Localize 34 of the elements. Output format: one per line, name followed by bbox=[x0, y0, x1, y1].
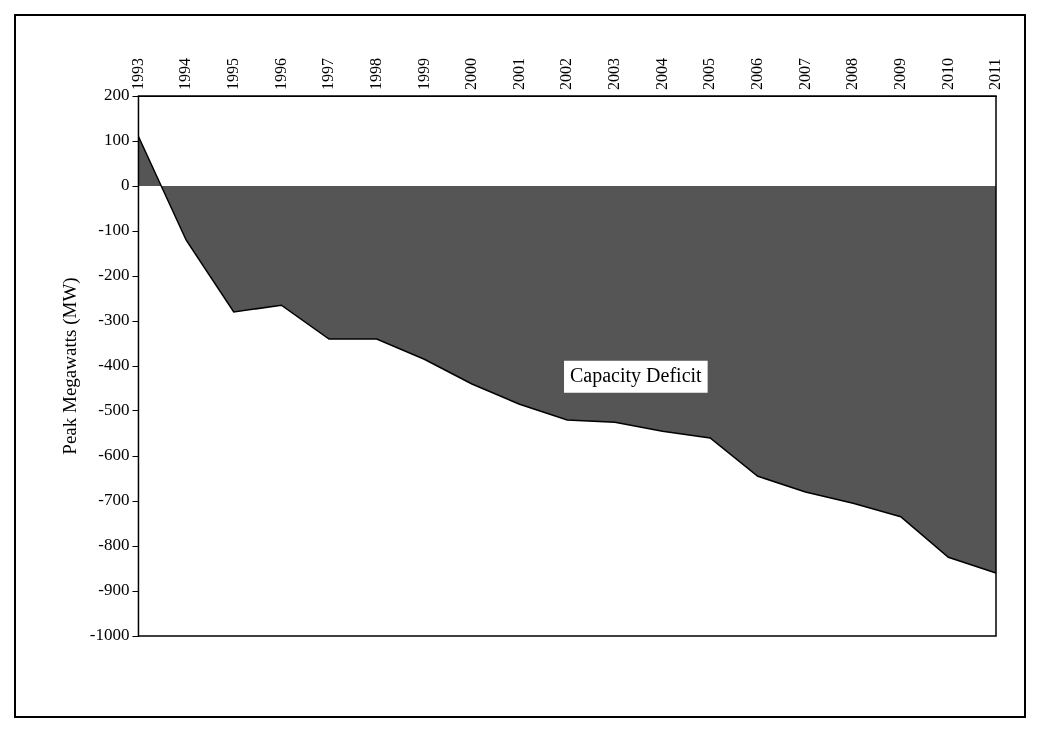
x-tick-label: 1993 bbox=[128, 58, 146, 90]
x-tick-label: 2007 bbox=[795, 58, 813, 90]
x-tick-label: 2010 bbox=[938, 58, 956, 90]
y-tick-label: -300 bbox=[98, 310, 130, 330]
y-tick-label: 0 bbox=[120, 175, 130, 195]
y-tick-label: -600 bbox=[98, 445, 130, 465]
x-tick-label: 2008 bbox=[843, 58, 861, 90]
y-axis-title: Peak Megawatts (MW) bbox=[59, 277, 82, 455]
x-tick-label: 2001 bbox=[509, 58, 527, 90]
y-tick-label: -900 bbox=[98, 580, 130, 600]
y-tick-label: -400 bbox=[98, 355, 130, 375]
x-tick-label: 1997 bbox=[319, 58, 337, 90]
x-tick-label: 2006 bbox=[748, 58, 765, 90]
y-tick-label: 100 bbox=[103, 130, 130, 150]
y-tick-label: 200 bbox=[103, 85, 130, 105]
x-tick-label: 1999 bbox=[414, 58, 432, 90]
y-tick-label: -1000 bbox=[89, 625, 130, 645]
x-tick-label: 1996 bbox=[271, 58, 289, 90]
x-tick-label: 2005 bbox=[700, 58, 718, 90]
y-tick-label: -200 bbox=[98, 265, 130, 285]
y-tick-label: -800 bbox=[98, 535, 130, 555]
y-tick-label: -700 bbox=[98, 490, 130, 510]
x-tick-label: 2011 bbox=[986, 58, 1004, 90]
y-tick-label: -500 bbox=[98, 400, 130, 420]
x-tick-label: 1994 bbox=[176, 58, 194, 90]
x-tick-label: 1998 bbox=[366, 58, 384, 90]
x-tick-label: 2003 bbox=[605, 58, 623, 90]
x-tick-label: 1995 bbox=[223, 58, 241, 90]
x-tick-label: 2000 bbox=[462, 58, 480, 90]
y-tick-label: -100 bbox=[98, 220, 130, 240]
x-tick-label: 2009 bbox=[890, 58, 908, 90]
x-tick-label: 2004 bbox=[652, 58, 670, 90]
x-tick-label: 2002 bbox=[557, 58, 575, 90]
annotation: Capacity Deficit bbox=[570, 364, 703, 388]
